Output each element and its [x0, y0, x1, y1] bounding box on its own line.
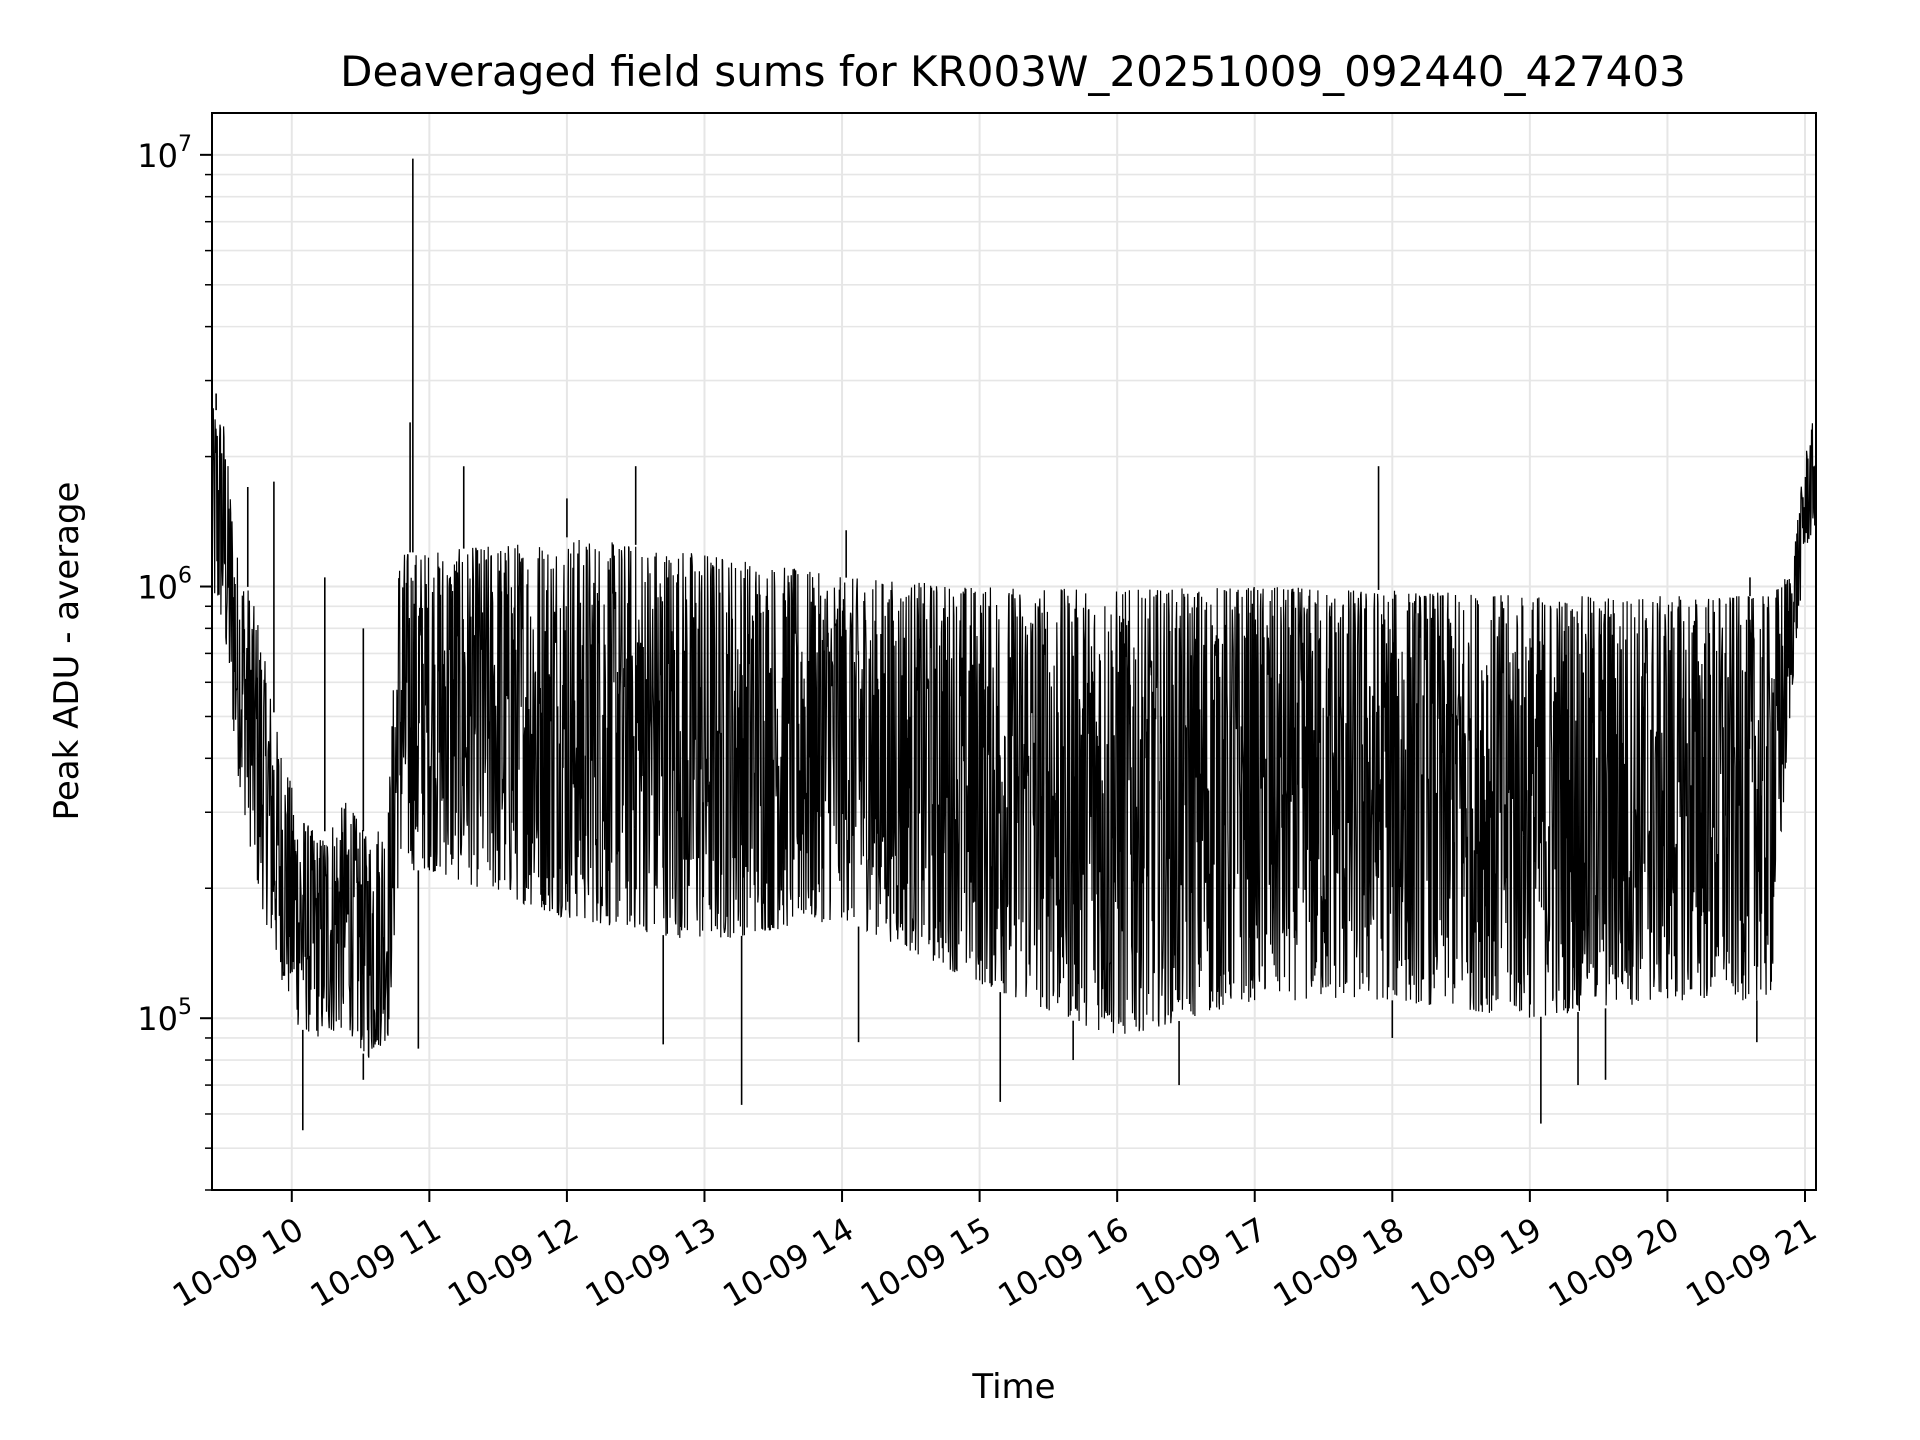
y-tick-base: 10: [137, 1000, 178, 1038]
plot-frame: [211, 112, 1817, 1191]
series-line: [211, 407, 1817, 1058]
y-tick-exponent: 6: [178, 564, 192, 589]
y-tick-base: 10: [137, 137, 178, 175]
y-tick-base: 10: [137, 569, 178, 607]
y-tick-label: 106: [137, 564, 192, 607]
x-axis-label: Time: [971, 1367, 1055, 1407]
y-axis-label: Peak ADU - average: [47, 482, 87, 821]
data-series: [211, 158, 1817, 1131]
y-tick-label: 107: [137, 132, 192, 175]
y-tick-exponent: 5: [178, 995, 192, 1020]
y-tick-label: 105: [137, 995, 192, 1038]
y-tick-exponent: 7: [178, 132, 192, 157]
chart-title: Deaveraged field sums for KR003W_2025100…: [340, 47, 1686, 96]
